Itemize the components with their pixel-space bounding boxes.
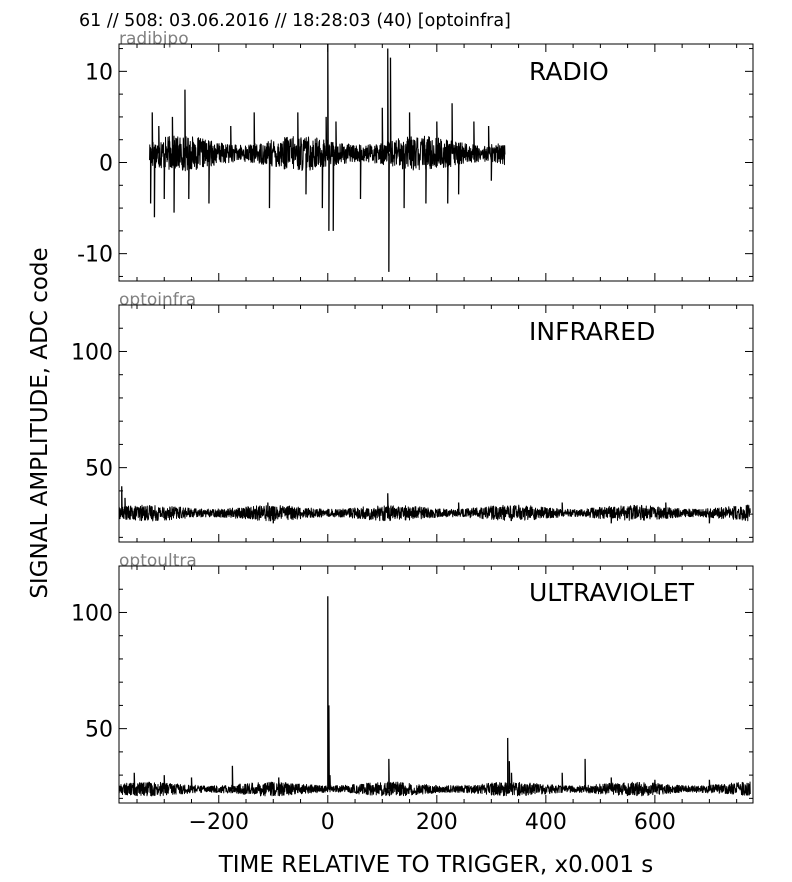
x-tick-label: −200: [189, 810, 249, 835]
channel-name: optoultra: [119, 551, 197, 571]
y-tick-label: 50: [85, 457, 113, 482]
x-tick-label: 600: [634, 810, 676, 835]
x-tick-label: 200: [416, 810, 458, 835]
plot-frame: [118, 565, 754, 804]
axis-ticks: [119, 304, 753, 542]
y-tick-label: -10: [77, 243, 113, 268]
plot-frame: [118, 304, 754, 543]
panel-infrared: optoinfra INFRARED 50 100: [71, 290, 754, 543]
panel-label: RADIO: [529, 57, 609, 86]
plot-area: [149, 44, 506, 272]
panel-radio: radibipo RADIO -10 0 10: [77, 29, 754, 282]
channel-name: radibipo: [119, 29, 189, 49]
panel-label: ULTRAVIOLET: [529, 578, 695, 607]
x-tick-label: 400: [525, 810, 567, 835]
series-line: [149, 135, 506, 172]
panel-label: INFRARED: [529, 317, 655, 346]
plot-area: [119, 486, 751, 524]
y-tick-label: 100: [71, 601, 113, 626]
figure-title: 61 // 508: 03.06.2016 // 18:28:03 (40) […: [79, 11, 511, 31]
channel-name: optoinfra: [119, 290, 196, 310]
y-tick-label: 10: [85, 60, 113, 85]
y-tick-label: 0: [99, 152, 113, 177]
plot-area: [119, 596, 751, 797]
x-tick-label: 0: [321, 810, 335, 835]
y-tick-label: 50: [85, 718, 113, 743]
series-line: [119, 504, 751, 522]
y-tick-label: 100: [71, 340, 113, 365]
panel-ultraviolet: optoultra ULTRAVIOLET 50 100 −200 0 200 400 60…: [71, 551, 754, 835]
x-axis-label: TIME RELATIVE TO TRIGGER, x0.001 s: [218, 852, 654, 878]
series-line: [119, 781, 751, 797]
axis-ticks: [119, 565, 753, 803]
y-axis-label: SIGNAL AMPLITUDE, ADC code: [27, 247, 53, 598]
axis-ticks: [119, 44, 753, 281]
